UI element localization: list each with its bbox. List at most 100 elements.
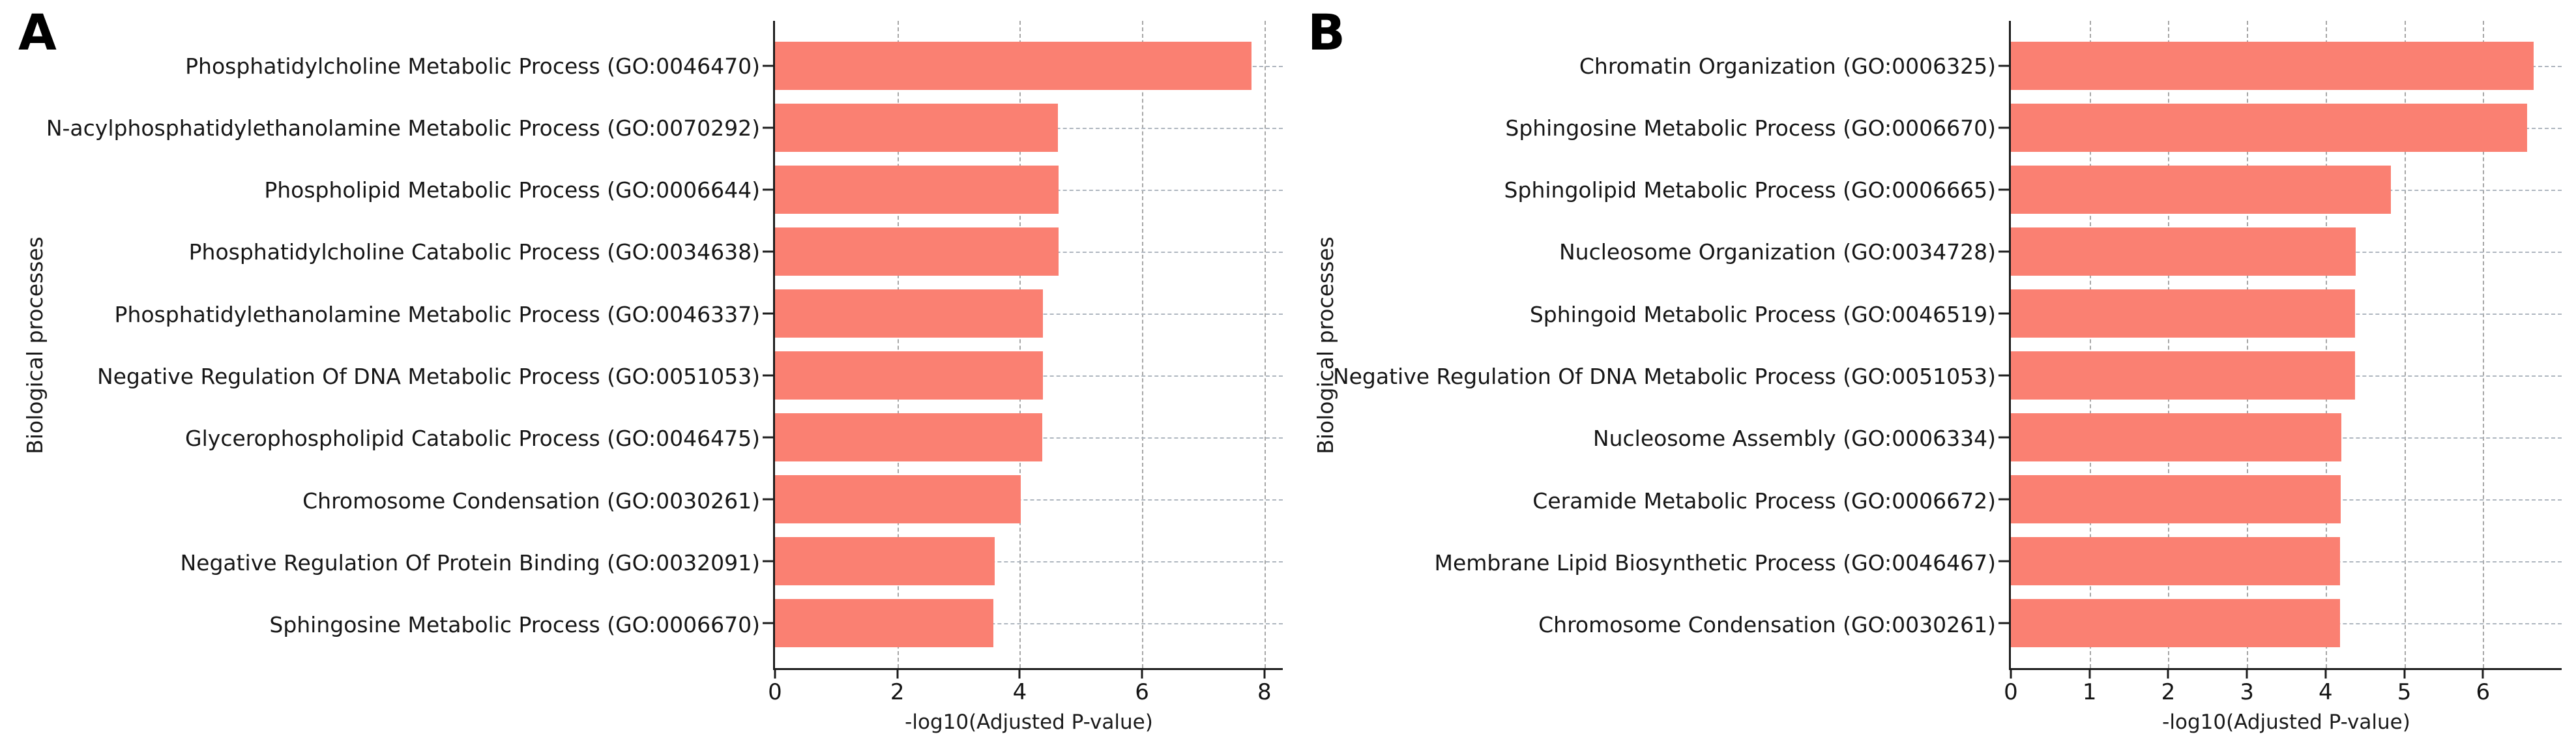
category-label: Nucleosome Organization (GO:0034728) [1559, 239, 1996, 265]
vertical-gridline [2404, 21, 2406, 668]
bar [2011, 475, 2341, 523]
panel-a: A Biological processes Phosphatidylcholi… [0, 3, 1283, 733]
x-tick-label: 0 [2004, 679, 2018, 705]
category-label: N-acylphosphatidylethanolamine Metabolic… [46, 115, 760, 141]
vertical-gridline [2168, 21, 2170, 668]
bar-row [1998, 475, 2562, 523]
x-tick-mark [2167, 668, 2169, 679]
panel-a-x-axis-label: -log10(Adjusted P-value) [905, 710, 1153, 734]
bar [775, 537, 995, 585]
vertical-gridline [1142, 21, 1144, 668]
category-label: Nucleosome Assembly (GO:0006334) [1592, 426, 1996, 452]
y-tick-mark [763, 498, 773, 501]
y-tick-mark [1998, 560, 2009, 562]
y-tick-mark [763, 622, 773, 624]
category-label: Negative Regulation Of DNA Metabolic Pro… [96, 364, 760, 390]
x-tick-mark [2010, 668, 2012, 679]
bar [2011, 351, 2355, 400]
vertical-gridline [1019, 21, 1021, 668]
y-tick-mark [763, 65, 773, 67]
bar [2011, 166, 2392, 214]
y-tick-mark [763, 188, 773, 191]
bar [2011, 227, 2356, 276]
bar-row [763, 289, 1283, 338]
y-tick-mark [1998, 374, 2009, 377]
y-tick-mark [1998, 498, 2009, 501]
bar-group [763, 21, 1283, 668]
category-label: Negative Regulation Of Protein Binding (… [180, 550, 760, 576]
category-label: Chromosome Condensation (GO:0030261) [302, 488, 760, 514]
vertical-gridline [897, 21, 899, 668]
x-tick-label: 2 [2161, 679, 2176, 705]
vertical-gridline [2483, 21, 2485, 668]
y-tick-mark [1998, 126, 2009, 129]
x-tick-label: 3 [2240, 679, 2254, 705]
category-label: Glycerophospholipid Catabolic Process (G… [185, 426, 760, 452]
category-label: Membrane Lipid Biosynthetic Process (GO:… [1434, 550, 1996, 576]
category-label: Sphingolipid Metabolic Process (GO:00066… [1504, 177, 1996, 203]
x-tick-mark [2246, 668, 2248, 679]
vertical-gridline [2325, 21, 2327, 668]
bar [775, 351, 1044, 400]
category-label: Sphingosine Metabolic Process (GO:000667… [269, 612, 760, 638]
y-tick-mark [1998, 436, 2009, 439]
y-tick-mark [763, 126, 773, 129]
x-tick-label: 8 [1257, 679, 1272, 705]
category-label: Chromosome Condensation (GO:0030261) [1538, 612, 1996, 638]
bar-group [1998, 21, 2562, 668]
category-label: Chromatin Organization (GO:0006325) [1579, 53, 1996, 79]
panel-b-plot-area: -log10(Adjusted P-value) 0 1 2 3 4 5 6 [1998, 21, 2562, 733]
y-tick-mark [1998, 312, 2009, 315]
x-tick-mark [1018, 668, 1021, 679]
bar [775, 413, 1043, 461]
category-label: Sphingoid Metabolic Process (GO:0046519) [1529, 301, 1996, 327]
bar-row [1998, 413, 2562, 461]
x-tick-mark [774, 668, 776, 679]
panel-b-category-labels: Chromatin Organization (GO:0006325) Sphin… [1288, 21, 1996, 670]
y-tick-mark [763, 312, 773, 315]
panel-a-plot-area: -log10(Adjusted P-value) 0 2 4 6 8 [763, 21, 1283, 733]
bar [775, 599, 994, 647]
y-tick-mark [763, 436, 773, 439]
bar [775, 104, 1058, 152]
category-label: Ceramide Metabolic Process (GO:0006672) [1532, 488, 1996, 514]
bar-row [1998, 289, 2562, 338]
x-tick-label: 0 [768, 679, 782, 705]
bar [775, 475, 1021, 523]
bar-row [763, 227, 1283, 276]
x-tick-mark [2403, 668, 2406, 679]
bar-row [1998, 599, 2562, 647]
panel-b-letter: B [1308, 3, 1345, 61]
bar-row [1998, 166, 2562, 214]
bar-row [763, 351, 1283, 400]
bar [2011, 413, 2341, 461]
vertical-gridline [2247, 21, 2249, 668]
panel-b-x-axis-label: -log10(Adjusted P-value) [2162, 710, 2410, 734]
y-tick-mark [1998, 250, 2009, 253]
x-tick-label: 6 [1135, 679, 1149, 705]
x-tick-label: 2 [890, 679, 905, 705]
bar [2011, 289, 2355, 338]
horizontal-gridline [775, 499, 1283, 501]
bar [775, 227, 1059, 276]
x-tick-label: 4 [1012, 679, 1027, 705]
x-tick-mark [896, 668, 899, 679]
bar [775, 42, 1252, 90]
bar-row [763, 537, 1283, 585]
category-label: Phosphatidylethanolamine Metabolic Proce… [114, 301, 760, 327]
x-tick-mark [1263, 668, 1266, 679]
panel-a-category-labels: Phosphatidylcholine Metabolic Process (G… [0, 21, 760, 670]
bar-row [1998, 42, 2562, 90]
x-tick-label: 6 [2476, 679, 2491, 705]
y-tick-mark [1998, 65, 2009, 67]
category-label: Phosphatidylcholine Metabolic Process (G… [185, 53, 760, 79]
bar-row [763, 166, 1283, 214]
bar-row [763, 413, 1283, 461]
x-tick-mark [2481, 668, 2484, 679]
bar [775, 289, 1044, 338]
category-label: Phosphatidylcholine Catabolic Process (G… [188, 239, 760, 265]
x-tick-mark [2088, 668, 2091, 679]
y-tick-mark [763, 560, 773, 562]
panel-a-letter: A [18, 3, 57, 61]
